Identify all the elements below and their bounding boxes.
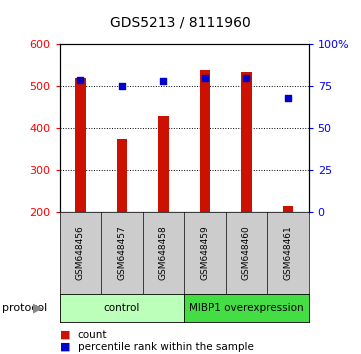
Text: GSM648458: GSM648458 xyxy=(159,226,168,280)
Text: percentile rank within the sample: percentile rank within the sample xyxy=(78,342,253,352)
Bar xyxy=(117,139,127,212)
Text: GDS5213 / 8111960: GDS5213 / 8111960 xyxy=(110,16,251,30)
Bar xyxy=(283,206,293,212)
Point xyxy=(202,75,208,81)
Point xyxy=(77,77,83,82)
Text: ■: ■ xyxy=(60,330,70,339)
Point xyxy=(243,75,249,81)
Point xyxy=(160,79,166,84)
Bar xyxy=(200,70,210,212)
Text: GSM648459: GSM648459 xyxy=(200,226,209,280)
Bar xyxy=(158,116,169,212)
Bar xyxy=(241,72,252,212)
Text: ▶: ▶ xyxy=(33,302,43,314)
Point xyxy=(285,95,291,101)
Text: GSM648460: GSM648460 xyxy=(242,226,251,280)
Text: control: control xyxy=(104,303,140,313)
Text: GSM648456: GSM648456 xyxy=(76,226,85,280)
Bar xyxy=(75,78,86,212)
Text: protocol: protocol xyxy=(2,303,47,313)
Point xyxy=(119,84,125,89)
Text: GSM648461: GSM648461 xyxy=(283,226,292,280)
Text: ■: ■ xyxy=(60,342,70,352)
Text: MIBP1 overexpression: MIBP1 overexpression xyxy=(189,303,304,313)
Text: count: count xyxy=(78,330,107,339)
Text: GSM648457: GSM648457 xyxy=(117,226,126,280)
